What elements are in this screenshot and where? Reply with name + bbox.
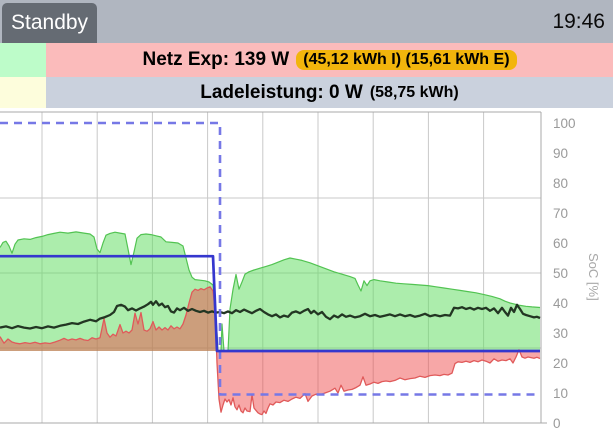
- lade-energy-text: (58,75 kWh): [369, 83, 459, 101]
- y-tick-label: 70: [553, 206, 568, 221]
- netz-legend-chip: [0, 43, 46, 77]
- netz-export-row: Netz Exp: 139 W (45,12 kWh I) (15,61 kWh…: [0, 43, 613, 77]
- grid-export-area: [0, 286, 541, 416]
- y-tick-label: 10: [553, 386, 568, 401]
- soc-chart[interactable]: 100 90 80 70 60 50 40 30 20 10 0 SoC [%]: [0, 108, 613, 429]
- y-tick-label: 50: [553, 266, 568, 281]
- soc-limit-dashed-line: [0, 121, 540, 396]
- y-tick-label: 20: [553, 356, 568, 371]
- clock-text: 19:46: [552, 10, 605, 33]
- netz-energy-highlight: (45,12 kWh I) (15,61 kWh E): [296, 50, 517, 70]
- y-tick-label: 100: [553, 116, 576, 131]
- y-tick-label: 80: [553, 176, 568, 191]
- y-tick-label: 60: [553, 236, 568, 251]
- status-button[interactable]: Standby: [2, 3, 97, 43]
- netz-row-body: Netz Exp: 139 W (45,12 kWh I) (15,61 kWh…: [46, 43, 613, 77]
- ladeleistung-label: Ladeleistung: 0 W: [200, 81, 363, 103]
- soc-axis-title: SoC [%]: [586, 253, 601, 301]
- y-tick-label: 0: [553, 416, 561, 429]
- lade-row-body: Ladeleistung: 0 W (58,75 kWh): [46, 77, 613, 108]
- y-tick-label: 40: [553, 296, 568, 311]
- lade-legend-chip: [0, 77, 46, 108]
- pv-production-area-fill: [0, 231, 540, 351]
- y-tick-label: 90: [553, 146, 568, 161]
- y-tick-label: 30: [553, 326, 568, 341]
- top-bar: Standby 19:46: [0, 0, 613, 43]
- soc-setpoint-solid-line: [0, 254, 540, 353]
- ladeleistung-row: Ladeleistung: 0 W (58,75 kWh): [0, 77, 613, 108]
- soc-line: [0, 300, 541, 330]
- grid-export-area-fill: [0, 286, 540, 415]
- netz-export-label: Netz Exp: 139 W: [142, 49, 290, 70]
